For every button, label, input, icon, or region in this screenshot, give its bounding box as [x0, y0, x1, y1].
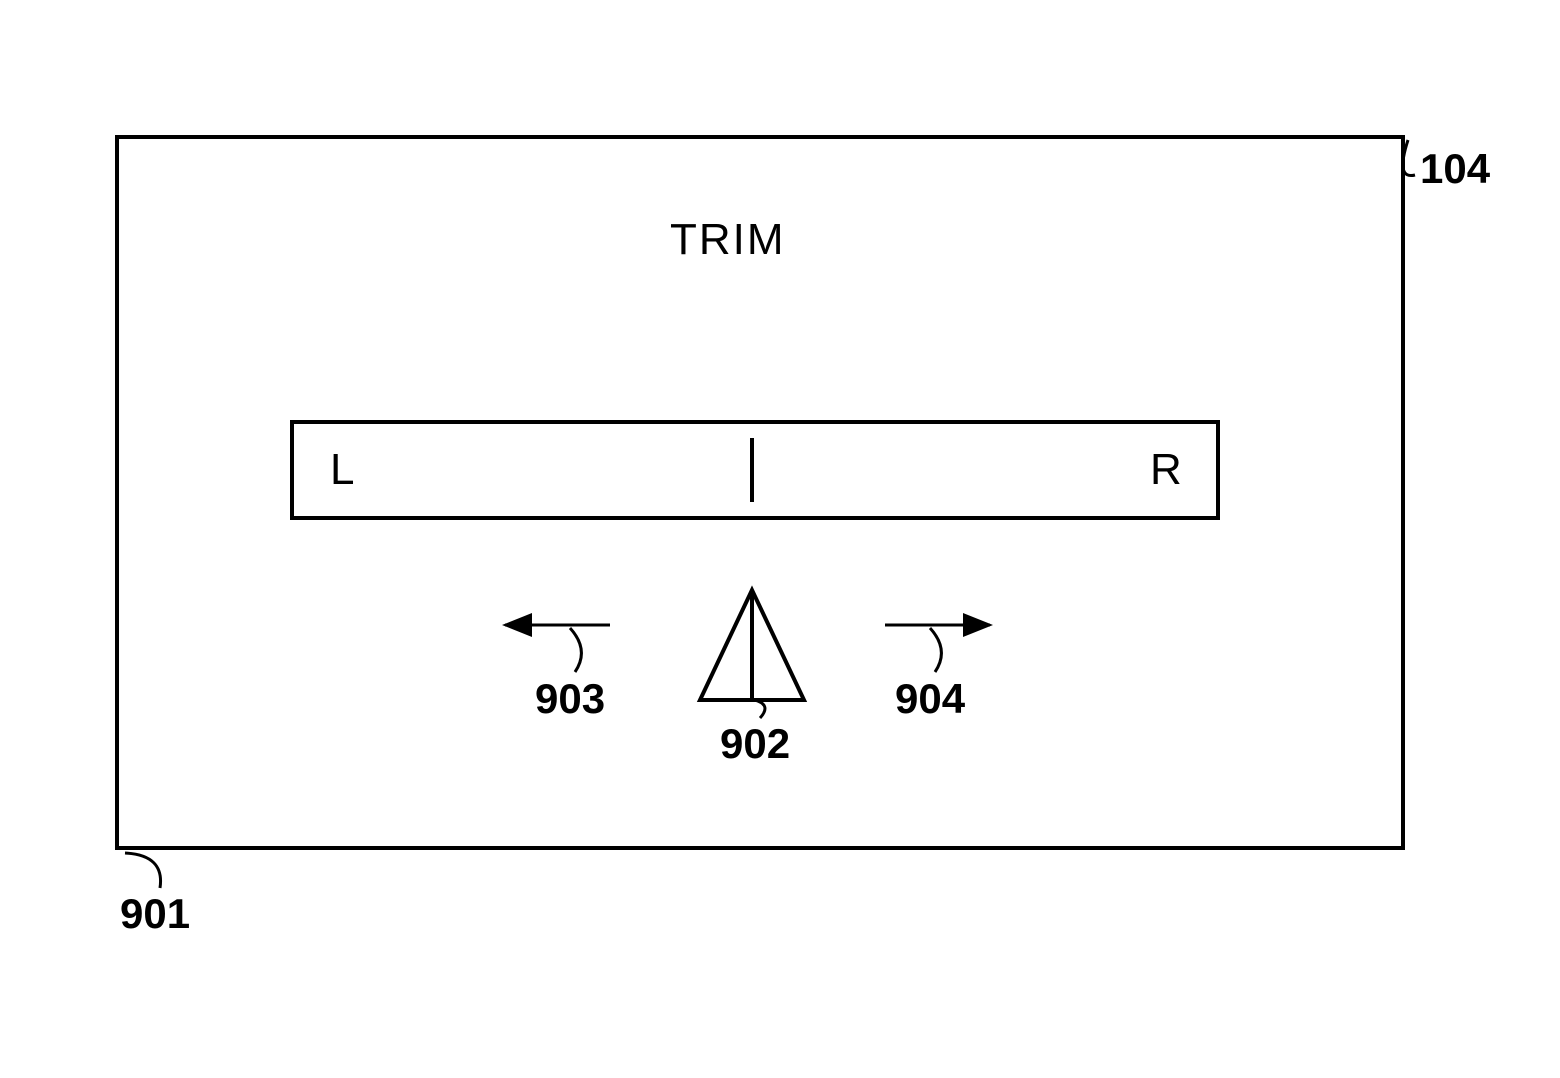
panel-title: TRIM [670, 215, 786, 265]
lead-901 [125, 853, 161, 888]
slider-right-label: R [1150, 445, 1182, 495]
ref-901: 901 [120, 890, 190, 938]
ref-902: 902 [720, 720, 790, 768]
slider-center-tick [750, 438, 754, 502]
ref-904: 904 [895, 675, 965, 723]
ref-104: 104 [1420, 145, 1490, 193]
trim-slider-track [290, 420, 1220, 520]
ref-903: 903 [535, 675, 605, 723]
slider-left-label: L [330, 445, 354, 495]
